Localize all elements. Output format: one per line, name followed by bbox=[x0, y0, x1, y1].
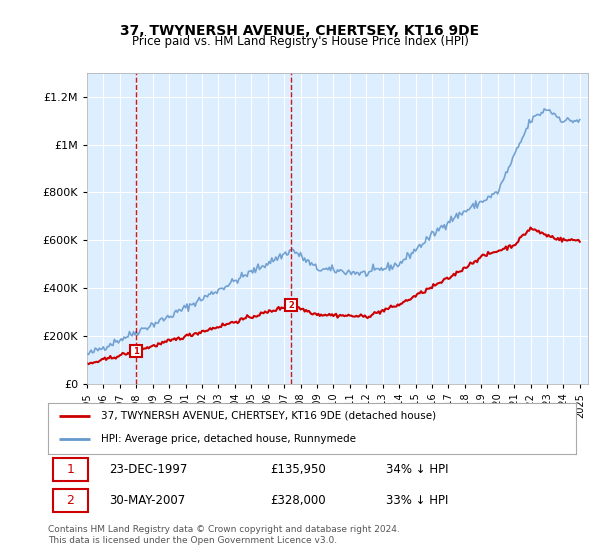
Text: 1: 1 bbox=[67, 463, 74, 476]
Text: 33% ↓ HPI: 33% ↓ HPI bbox=[386, 494, 448, 507]
Text: 2: 2 bbox=[288, 301, 294, 310]
Text: 23-DEC-1997: 23-DEC-1997 bbox=[109, 463, 187, 476]
Text: 30-MAY-2007: 30-MAY-2007 bbox=[109, 494, 185, 507]
Text: 2: 2 bbox=[67, 494, 74, 507]
Text: £135,950: £135,950 bbox=[270, 463, 326, 476]
Text: 37, TWYNERSH AVENUE, CHERTSEY, KT16 9DE: 37, TWYNERSH AVENUE, CHERTSEY, KT16 9DE bbox=[121, 24, 479, 38]
Text: Contains HM Land Registry data © Crown copyright and database right 2024.
This d: Contains HM Land Registry data © Crown c… bbox=[48, 525, 400, 545]
Text: 37, TWYNERSH AVENUE, CHERTSEY, KT16 9DE (detached house): 37, TWYNERSH AVENUE, CHERTSEY, KT16 9DE … bbox=[101, 411, 436, 421]
Text: £328,000: £328,000 bbox=[270, 494, 325, 507]
Text: 34% ↓ HPI: 34% ↓ HPI bbox=[386, 463, 448, 476]
Text: 1: 1 bbox=[133, 347, 139, 356]
Bar bbox=[53, 489, 88, 512]
Bar bbox=[53, 458, 88, 480]
Text: Price paid vs. HM Land Registry's House Price Index (HPI): Price paid vs. HM Land Registry's House … bbox=[131, 35, 469, 48]
Text: HPI: Average price, detached house, Runnymede: HPI: Average price, detached house, Runn… bbox=[101, 435, 356, 445]
